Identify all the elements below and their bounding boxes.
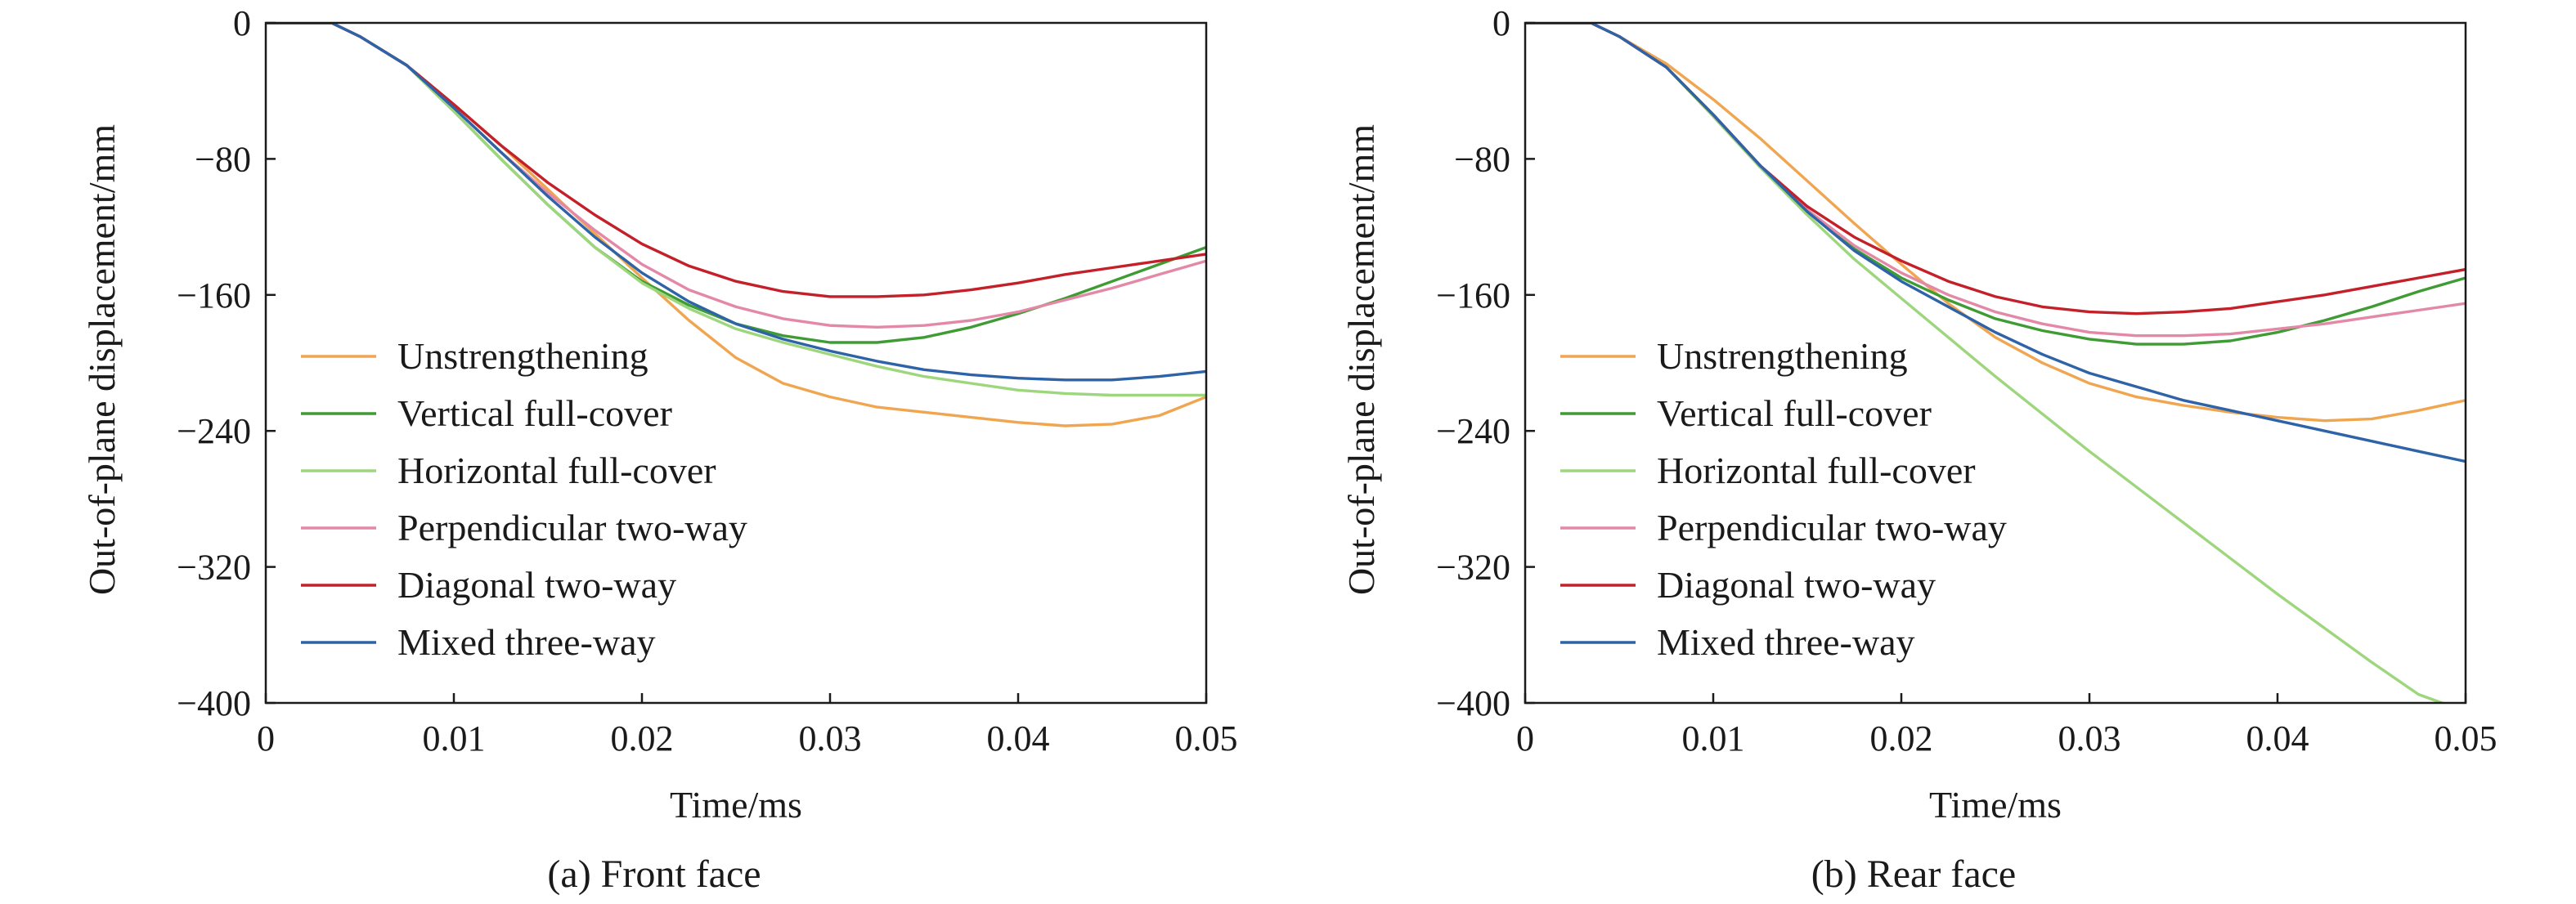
panel-rear-face: Time/ms Out-of-plane displacement/mm (b)… — [1340, 3, 2497, 896]
legend-label: Diagonal two-way — [1657, 564, 1936, 606]
series-line-unstrengthening — [1525, 23, 2466, 423]
series-line-mixed-three-way — [1525, 23, 2466, 463]
series-line-vertical-full-cover — [266, 23, 1206, 344]
x-tick-label: 0.04 — [987, 718, 1050, 759]
panel-caption: (b) Rear face — [1811, 853, 2016, 896]
y-tick-label: −400 — [177, 683, 251, 723]
y-axis-title: Out-of-plane displacement/mm — [81, 124, 123, 595]
legend-label: Perpendicular two-way — [397, 507, 747, 548]
legend: Unstrengthening Vertical full-cover Horizo… — [1560, 335, 2007, 663]
legend-label: Perpendicular two-way — [1657, 507, 2007, 548]
plot-frame — [264, 21, 1208, 705]
x-tick-label: 0.03 — [2058, 718, 2121, 759]
y-tick-label: 0 — [233, 3, 251, 43]
x-axis-title: Time/ms — [1929, 784, 2062, 826]
x-tick-label: 0.04 — [2246, 718, 2309, 759]
y-tick-label: −320 — [1436, 548, 1510, 588]
series-line-mixed-three-way — [266, 23, 1206, 382]
x-tick-label: 0.02 — [1870, 718, 1933, 759]
y-tick-label: −160 — [1436, 275, 1510, 316]
y-axis-title: Out-of-plane displacement/mm — [1340, 124, 1382, 595]
series-layer — [266, 23, 1206, 427]
legend-label: Unstrengthening — [1657, 335, 1908, 377]
legend-label: Diagonal two-way — [397, 564, 676, 606]
legend-label: Vertical full-cover — [397, 392, 672, 434]
y-tick-label: −240 — [1436, 411, 1510, 451]
panel-front-face: Time/ms Out-of-plane displacement/mm (a)… — [81, 3, 1238, 896]
legend-label: Unstrengthening — [397, 335, 648, 377]
y-tick-label: −80 — [195, 139, 251, 179]
x-tick-label: 0.01 — [1682, 718, 1745, 759]
y-tick-label: −160 — [177, 275, 251, 316]
y-tick-label: −240 — [177, 411, 251, 451]
legend-label: Horizontal full-cover — [397, 450, 716, 491]
y-tick-label: 0 — [1492, 3, 1510, 43]
y-tick-label: −320 — [177, 548, 251, 588]
y-tick-label: −80 — [1454, 139, 1510, 179]
x-tick-label: 0.02 — [611, 718, 674, 759]
x-tick-label: 0.03 — [799, 718, 862, 759]
series-layer — [1525, 23, 2466, 703]
legend-label: Vertical full-cover — [1657, 392, 1932, 434]
y-tick-label: −400 — [1436, 683, 1510, 723]
x-axis-title: Time/ms — [670, 784, 802, 826]
legend: Unstrengthening Vertical full-cover Horizo… — [301, 335, 747, 663]
x-tick-label: 0.05 — [2435, 718, 2497, 759]
panel-caption: (a) Front face — [547, 853, 761, 896]
series-line-perpendicular-two-way — [1525, 23, 2466, 338]
legend-label: Horizontal full-cover — [1657, 450, 1976, 491]
legend-label: Mixed three-way — [397, 621, 656, 663]
x-tick-label: 0 — [257, 718, 275, 759]
legend-label: Mixed three-way — [1657, 621, 1915, 663]
plot-frame — [1524, 21, 2467, 705]
x-tick-label: 0 — [1516, 718, 1534, 759]
x-tick-label: 0.05 — [1175, 718, 1238, 759]
x-tick-label: 0.01 — [423, 718, 486, 759]
